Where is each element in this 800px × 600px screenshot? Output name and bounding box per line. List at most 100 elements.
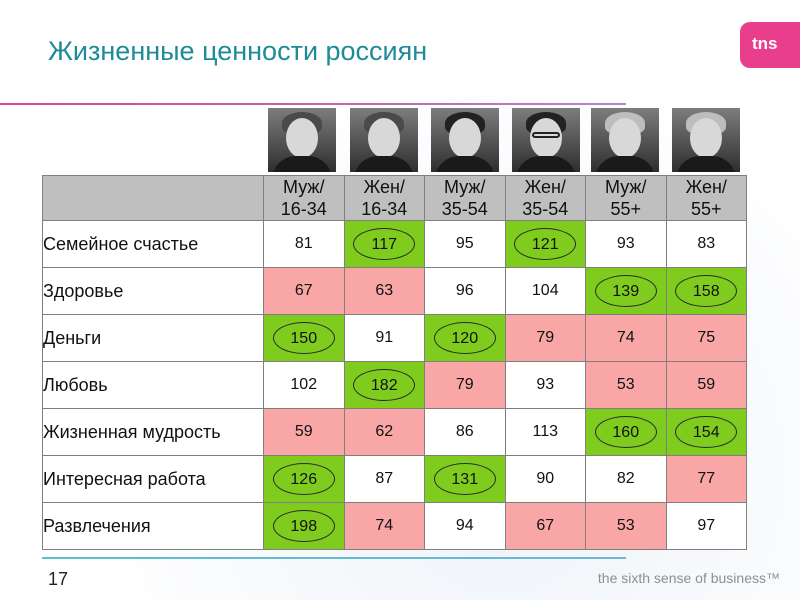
column-age: 16-34 — [361, 199, 408, 219]
table-row: Семейное счастье 81 117 95 121 93 83 — [42, 220, 747, 268]
column-header: Муж/ 16-34 — [263, 175, 345, 221]
value-cell-low: 67 — [504, 502, 586, 550]
value-cell-neutral: 82 — [585, 455, 667, 503]
circled-value: 126 — [272, 463, 335, 495]
value-cell-high: 139 — [585, 267, 667, 315]
cell-value: 74 — [616, 329, 635, 346]
cell-value: 93 — [616, 235, 635, 252]
circled-value: 158 — [675, 275, 738, 307]
face-shape — [368, 118, 400, 158]
face-shape — [286, 118, 318, 158]
cell-value: 53 — [616, 517, 635, 534]
top-divider — [0, 103, 626, 105]
value-cell-neutral: 81 — [263, 220, 345, 268]
header-corner — [42, 175, 264, 221]
shoulders-shape — [435, 156, 495, 172]
face-shape — [690, 118, 722, 158]
column-age: 55+ — [690, 199, 722, 219]
cell-value: 53 — [616, 376, 635, 393]
value-cell-low: 79 — [424, 361, 506, 409]
row-label: Развлечения — [42, 502, 264, 550]
shoulders-shape — [354, 156, 414, 172]
circled-value: 154 — [675, 416, 738, 448]
cell-value: 87 — [375, 470, 394, 487]
row-label: Здоровье — [42, 267, 264, 315]
table-row: Жизненная мудрость 59 62 86 113 160 154 — [42, 408, 747, 456]
column-header: Жен/ 55+ — [665, 175, 747, 221]
value-cell-low: 74 — [585, 314, 667, 362]
value-cell-high: 154 — [665, 408, 747, 456]
table-row: Развлечения 198 74 94 67 53 97 — [42, 502, 747, 550]
value-cell-neutral: 96 — [424, 267, 506, 315]
value-cell-low: 59 — [665, 361, 747, 409]
value-cell-low: 53 — [585, 502, 667, 550]
column-gender: Муж/ — [605, 177, 647, 197]
value-cell-neutral: 102 — [263, 361, 345, 409]
cell-value: 74 — [375, 517, 394, 534]
row-label: Семейное счастье — [42, 220, 264, 268]
column-gender: Муж/ — [283, 177, 325, 197]
value-cell-high: 120 — [424, 314, 506, 362]
cell-value: 63 — [375, 282, 394, 299]
row-label: Любовь — [42, 361, 264, 409]
row-label: Жизненная мудрость — [42, 408, 264, 456]
cell-value: 79 — [455, 376, 474, 393]
tagline: the sixth sense of business™ — [597, 570, 780, 586]
cell-value: 104 — [531, 282, 559, 299]
column-header: Жен/ 35-54 — [504, 175, 586, 221]
value-cell-high: 182 — [343, 361, 425, 409]
value-cell-high: 160 — [585, 408, 667, 456]
circled-value: 139 — [594, 275, 657, 307]
value-cell-low: 75 — [665, 314, 747, 362]
column-gender: Муж/ — [444, 177, 486, 197]
cell-value: 93 — [536, 376, 555, 393]
cell-value: 90 — [536, 470, 555, 487]
value-cell-neutral: 90 — [504, 455, 586, 503]
portrait-young-woman-photo — [350, 108, 418, 172]
portrait-middle-man-photo — [431, 108, 499, 172]
values-table: Муж/ 16-34 Жен/ 16-34 Муж/ 35-54 Жен/ 35… — [42, 175, 747, 550]
bottom-divider — [42, 557, 626, 559]
column-gender: Жен/ — [524, 177, 566, 197]
cell-value: 59 — [697, 376, 716, 393]
value-cell-neutral: 97 — [665, 502, 747, 550]
page-number: 17 — [48, 569, 69, 589]
table-body: Семейное счастье 81 117 95 121 93 83 Здоровье 67… — [42, 220, 747, 550]
value-cell-neutral: 87 — [343, 455, 425, 503]
cell-value: 75 — [697, 329, 716, 346]
circled-value: 198 — [272, 510, 335, 542]
shoulders-shape — [595, 156, 655, 172]
value-cell-low: 53 — [585, 361, 667, 409]
column-header: Муж/ 55+ — [585, 175, 667, 221]
circled-value: 160 — [594, 416, 657, 448]
value-cell-neutral: 93 — [504, 361, 586, 409]
value-cell-high: 126 — [263, 455, 345, 503]
column-header: Жен/ 16-34 — [343, 175, 425, 221]
cell-value: 102 — [290, 376, 318, 393]
table-row: Интересная работа 126 87 131 90 82 77 — [42, 455, 747, 503]
cell-value: 95 — [455, 235, 474, 252]
value-cell-high: 121 — [504, 220, 586, 268]
column-header: Муж/ 35-54 — [424, 175, 506, 221]
slide-title: Жизненные ценности россиян — [48, 36, 428, 66]
column-age: 55+ — [610, 199, 642, 219]
cell-value: 96 — [455, 282, 474, 299]
value-cell-neutral: 113 — [504, 408, 586, 456]
value-cell-high: 158 — [665, 267, 747, 315]
column-gender: Жен/ — [363, 177, 405, 197]
value-cell-high: 198 — [263, 502, 345, 550]
table-row: Любовь 102 182 79 93 53 59 — [42, 361, 747, 409]
table-row: Здоровье 67 63 96 104 139 158 — [42, 267, 747, 315]
cell-value: 97 — [697, 517, 716, 534]
column-age: 35-54 — [522, 199, 569, 219]
header-row: Муж/ 16-34 Жен/ 16-34 Муж/ 35-54 Жен/ 35… — [42, 175, 747, 221]
value-cell-high: 131 — [424, 455, 506, 503]
value-cell-neutral: 93 — [585, 220, 667, 268]
column-gender: Жен/ — [685, 177, 727, 197]
value-cell-neutral: 86 — [424, 408, 506, 456]
cell-value: 81 — [294, 235, 313, 252]
circled-value: 117 — [353, 228, 416, 260]
portrait-older-woman-photo — [672, 108, 740, 172]
cell-value: 113 — [532, 423, 558, 440]
